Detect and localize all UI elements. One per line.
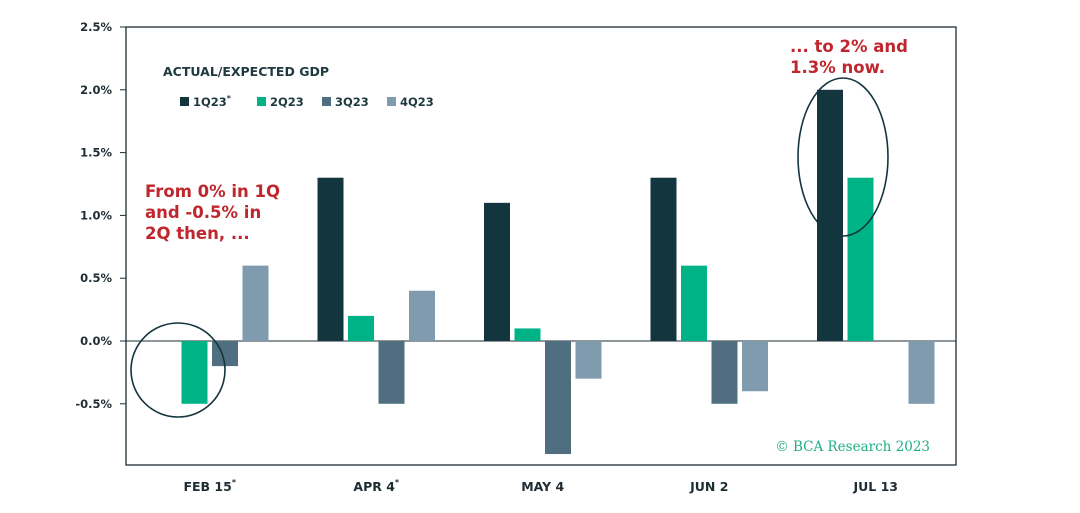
x-tick-label: APR 4*	[353, 478, 400, 494]
x-tick-label: JUL 13	[852, 479, 898, 494]
highlight-circle-right	[797, 77, 889, 237]
y-tick-label: 1.5%	[80, 146, 112, 160]
annotation-left-line-2: and -0.5% in	[145, 203, 261, 222]
bar-3q23-1	[378, 341, 405, 404]
legend-swatch-1q23	[180, 97, 189, 106]
legend-label-2q23: 2Q23	[270, 95, 304, 109]
x-tick-label: JUN 2	[689, 479, 728, 494]
y-tick-label: 2.0%	[80, 83, 112, 97]
bar-4q23-1	[409, 290, 435, 341]
y-tick-label: 0.0%	[80, 334, 112, 348]
x-axis: FEB 15* APR 4* MAY 4 JUN 2 JUL 13	[183, 478, 898, 494]
legend-swatch-2q23	[257, 97, 266, 106]
watermark: © BCA Research 2023	[775, 439, 930, 455]
bar-1q23-1	[317, 177, 344, 341]
bar-4q23-0	[242, 265, 269, 341]
bar-3q23-3	[711, 341, 738, 404]
legend-label-1q23: 1Q23*	[193, 94, 232, 109]
x-tick-label: FEB 15*	[183, 478, 236, 494]
bar-4q23-3	[742, 341, 768, 392]
y-axis: 2.5% 2.0% 1.5% 1.0% 0.5% 0.0% -0.5%	[75, 20, 126, 411]
bar-1q23-3	[650, 177, 677, 341]
bar-3q23-2	[545, 341, 571, 455]
x-tick-label: MAY 4	[521, 479, 564, 494]
bar-1q23-2	[484, 202, 510, 341]
annotation-right-line-1: ... to 2% and	[790, 37, 908, 56]
y-tick-label: 1.0%	[80, 208, 112, 222]
plot-frame	[125, 26, 957, 466]
bar-2q23-3	[681, 265, 707, 341]
y-tick-label: 2.5%	[80, 20, 112, 34]
legend-label-4q23: 4Q23	[400, 95, 434, 109]
bar-4q23-4	[908, 341, 935, 404]
legend: 1Q23* 2Q23 3Q23 4Q23	[180, 94, 434, 109]
annotation-left-line-3: 2Q then, ...	[145, 224, 250, 243]
chart-title: ACTUAL/EXPECTED GDP	[163, 64, 329, 79]
annotation-right-line-2: 1.3% now.	[790, 58, 885, 77]
bar-4q23-2	[575, 341, 602, 379]
legend-swatch-3q23	[322, 97, 331, 106]
legend-label-3q23: 3Q23	[335, 95, 369, 109]
bars	[181, 89, 935, 455]
y-tick-label: 0.5%	[80, 271, 112, 285]
bar-2q23-0	[181, 341, 208, 404]
bar-2q23-1	[348, 315, 374, 341]
annotation-left: From 0% in 1Q and -0.5% in 2Q then, ...	[145, 182, 280, 243]
annotation-right: ... to 2% and 1.3% now.	[790, 37, 908, 77]
y-tick-label: -0.5%	[75, 397, 112, 411]
bar-2q23-2	[514, 328, 541, 341]
annotation-left-line-1: From 0% in 1Q	[145, 182, 280, 201]
bar-1q23-4	[817, 89, 843, 341]
bar-2q23-4	[847, 177, 874, 341]
highlight-circle-left	[130, 322, 226, 418]
legend-swatch-4q23	[387, 97, 396, 106]
